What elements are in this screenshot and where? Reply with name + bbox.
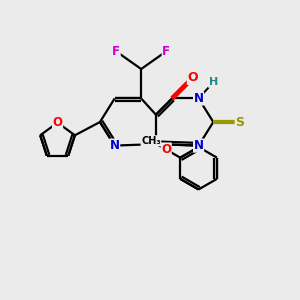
Text: N: N [110, 139, 120, 152]
Text: H: H [209, 77, 218, 87]
Text: N: N [194, 139, 204, 152]
Text: N: N [194, 92, 204, 105]
Text: O: O [161, 143, 171, 156]
Text: O: O [188, 71, 198, 84]
Text: F: F [162, 45, 170, 58]
Text: O: O [52, 116, 63, 129]
Text: S: S [235, 116, 244, 128]
Text: CH₃: CH₃ [141, 136, 161, 146]
Text: F: F [112, 45, 120, 58]
